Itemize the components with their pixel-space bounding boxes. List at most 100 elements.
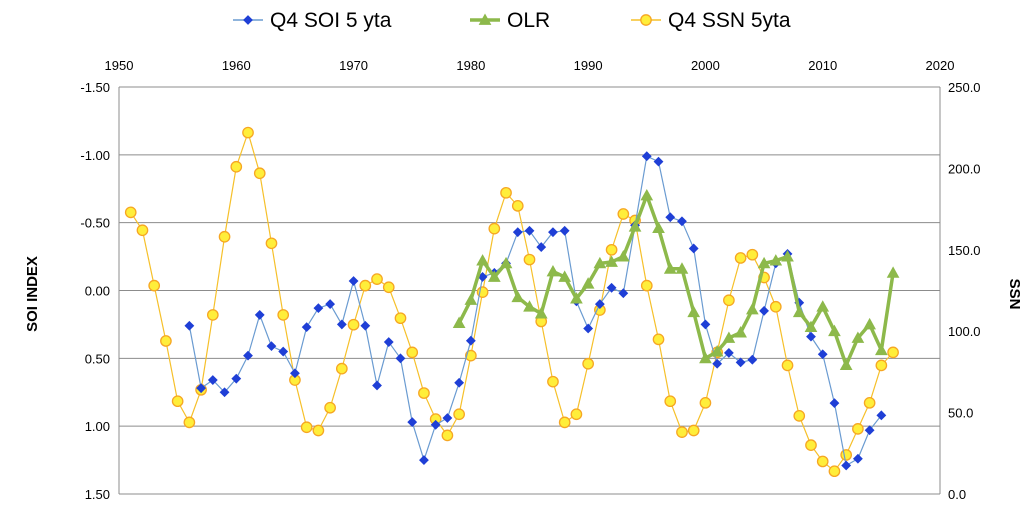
- data-point: [312, 424, 325, 437]
- data-point: [253, 167, 266, 180]
- data-point: [207, 375, 218, 385]
- x-tick-label: 1980: [456, 58, 485, 73]
- data-point: [593, 256, 607, 269]
- data-point: [852, 423, 864, 435]
- data-point: [136, 224, 149, 237]
- data-point: [817, 349, 828, 360]
- data-point: [816, 300, 830, 312]
- series-1: [452, 189, 900, 371]
- data-point: [453, 408, 465, 421]
- data-point: [886, 266, 900, 278]
- data-point: [124, 206, 137, 219]
- data-point: [430, 419, 441, 430]
- data-point: [534, 307, 548, 319]
- data-point: [395, 353, 406, 364]
- data-point: [558, 270, 572, 282]
- y-left-tick-label: 1.50: [85, 487, 110, 502]
- legend-marker: [640, 14, 652, 26]
- data-point: [266, 341, 277, 352]
- data-point: [829, 398, 840, 409]
- series-2: [124, 126, 899, 478]
- legend-marker: [243, 15, 253, 25]
- y-left-tick-label: 0.50: [85, 351, 110, 366]
- y-left-tick-label: -1.00: [80, 148, 110, 163]
- y-left-tick-label: 1.00: [85, 419, 110, 434]
- data-point: [348, 276, 359, 286]
- y-right-tick-label: 200.0: [948, 161, 981, 176]
- data-point: [523, 253, 536, 266]
- data-point: [454, 377, 465, 388]
- data-point: [781, 359, 794, 372]
- x-tick-label: 2000: [691, 58, 720, 73]
- data-point: [277, 309, 290, 321]
- data-point: [511, 199, 524, 212]
- y-right-axis-ticks: 0.0 50.0 100.0 150.0 200.0 250.0: [948, 80, 981, 502]
- data-point: [500, 186, 512, 199]
- data-point: [618, 288, 629, 299]
- x-tick-label: 1950: [105, 58, 134, 73]
- data-point: [265, 237, 278, 250]
- x-tick-label: 2020: [926, 58, 955, 73]
- y-right-tick-label: 150.0: [948, 243, 981, 258]
- data-point: [325, 299, 336, 309]
- data-point: [499, 256, 513, 269]
- x-axis-ticks: 1950 1960 1970 1980 1990 2000 2010 2020: [105, 58, 955, 73]
- data-point: [511, 290, 525, 303]
- y-right-axis-title: SSN: [1006, 279, 1023, 310]
- data-point: [382, 281, 395, 294]
- data-point: [605, 243, 618, 256]
- data-point: [712, 358, 723, 369]
- data-point: [793, 410, 806, 422]
- data-point: [524, 225, 535, 236]
- data-point: [628, 220, 642, 232]
- data-point: [488, 222, 501, 235]
- data-point: [254, 310, 265, 320]
- data-point: [675, 262, 689, 274]
- data-point: [769, 300, 782, 313]
- data-point: [723, 294, 735, 307]
- data-point: [230, 160, 243, 173]
- data-point: [700, 319, 711, 330]
- data-point: [652, 333, 665, 346]
- data-point: [487, 270, 501, 282]
- data-point: [594, 299, 605, 309]
- data-point: [547, 375, 559, 388]
- data-point: [313, 303, 324, 314]
- data-point: [300, 421, 313, 434]
- data-point: [394, 312, 407, 325]
- legend-item: Q4 SSN 5yta: [631, 9, 791, 32]
- data-point: [418, 387, 430, 399]
- data-point: [160, 335, 172, 347]
- x-tick-label: 2010: [808, 58, 837, 73]
- y-right-tick-label: 50.0: [948, 406, 973, 421]
- data-point: [665, 212, 676, 223]
- data-point: [875, 343, 888, 356]
- data-point: [559, 225, 570, 236]
- data-point: [804, 320, 818, 333]
- plot-frame: [118, 87, 941, 494]
- data-point: [523, 300, 536, 312]
- data-point: [841, 460, 852, 471]
- data-point: [641, 151, 652, 162]
- data-point: [335, 362, 348, 375]
- data-point: [840, 449, 853, 461]
- data-point: [745, 302, 759, 315]
- data-point: [383, 337, 394, 347]
- data-point: [699, 396, 712, 409]
- data-point: [452, 316, 466, 328]
- data-point: [839, 358, 853, 371]
- data-point: [864, 425, 875, 436]
- legend-item: Q4 SOI 5 yta: [233, 9, 392, 32]
- data-point: [769, 254, 783, 266]
- data-point: [360, 320, 371, 331]
- data-point: [464, 293, 478, 305]
- data-point: [652, 221, 665, 233]
- data-point: [548, 227, 558, 238]
- data-point: [407, 417, 418, 428]
- data-point: [570, 408, 583, 421]
- legend: Q4 SOI 5 yta OLR Q4 SSN 5yta: [233, 9, 791, 32]
- data-point: [359, 279, 372, 292]
- data-point: [688, 243, 699, 254]
- data-point: [887, 346, 899, 359]
